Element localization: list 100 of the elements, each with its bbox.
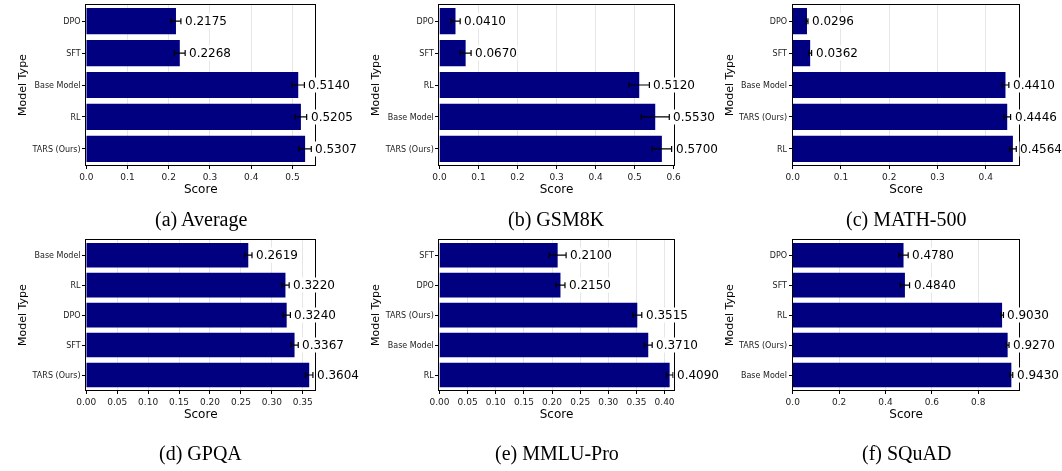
bar: [86, 103, 301, 131]
x-tick-label: 0.2: [882, 171, 897, 182]
x-axis-title: Score: [183, 406, 218, 421]
y-tick-label: TARS (Ours): [738, 340, 788, 350]
x-tick-label: 0.20: [542, 396, 563, 407]
bar: [792, 302, 1003, 328]
bar: [792, 362, 1012, 388]
data-label: 0.4564: [1020, 142, 1062, 156]
y-tick-label: SFT: [772, 48, 788, 58]
x-axis-title: Score: [539, 406, 574, 421]
x-tick-label: 0.15: [169, 396, 190, 407]
data-label: 0.4780: [912, 248, 954, 262]
bar: [86, 242, 249, 268]
bar: [792, 242, 904, 268]
bar: [439, 302, 638, 328]
y-axis-title: Model Type: [16, 283, 30, 346]
y-tick-label: TARS (Ours): [738, 112, 788, 122]
bar: [86, 135, 306, 162]
data-label: 0.0670: [475, 46, 517, 60]
bar: [86, 332, 295, 358]
y-tick-label: Base Model: [387, 340, 434, 350]
y-tick-label: RL: [70, 112, 82, 122]
data-label: 0.4090: [677, 368, 719, 382]
y-tick-label: DPO: [63, 16, 81, 26]
x-tick-label: 0.3: [202, 171, 218, 182]
x-tick-label: 0.15: [513, 396, 534, 407]
y-tick-label: TARS (Ours): [31, 370, 81, 380]
bar: [792, 8, 807, 35]
x-tick-label: 0.35: [292, 396, 313, 407]
y-axis-title: Model Type: [369, 283, 383, 346]
y-tick-label: DPO: [416, 16, 434, 26]
y-tick-label: RL: [776, 310, 788, 320]
x-tick-label: 0.0: [432, 171, 447, 182]
y-tick-label: Base Model: [34, 80, 81, 90]
data-label: 0.3604: [317, 368, 359, 382]
x-tick-label: 0.10: [485, 396, 507, 407]
y-tick-label: TARS (Ours): [384, 144, 434, 154]
y-axis-title: Model Type: [722, 283, 736, 346]
data-label: 0.2175: [185, 14, 227, 28]
y-axis-title: Model Type: [369, 53, 383, 116]
bar: [86, 39, 180, 67]
data-label: 0.3367: [302, 338, 344, 352]
data-label: 0.2619: [256, 248, 298, 262]
x-axis-title: Score: [889, 406, 923, 421]
x-tick-label: 0.8: [971, 396, 986, 407]
x-tick-label: 0.1: [833, 171, 849, 182]
data-label: 0.9030: [1007, 308, 1049, 322]
x-tick-label: 0.4: [978, 171, 994, 182]
bar: [792, 272, 905, 298]
text: (f) SQuAD: [862, 442, 952, 465]
x-tick-label: 0.05: [107, 396, 128, 407]
bar: [86, 272, 286, 298]
x-tick-label: 0.4: [244, 171, 259, 182]
x-tick-label: 0.3: [930, 171, 945, 182]
data-label: 0.5530: [673, 110, 715, 124]
data-label: 0.4446: [1015, 110, 1057, 124]
y-tick-label: RL: [423, 370, 435, 380]
x-tick-label: 0.3: [549, 171, 564, 182]
data-label: 0.0296: [812, 14, 854, 28]
bar: [439, 8, 456, 35]
bar: [86, 362, 310, 388]
text: (b) GSM8K: [508, 208, 605, 231]
y-tick-label: Base Model: [740, 370, 788, 380]
data-label: 0.3240: [294, 308, 336, 322]
bar: [86, 302, 287, 328]
y-tick-label: DPO: [769, 250, 788, 260]
y-tick-label: TARS (Ours): [31, 144, 81, 154]
data-label: 0.2268: [189, 46, 231, 60]
x-tick-label: 0.2: [510, 171, 525, 182]
y-tick-label: RL: [70, 280, 82, 290]
x-tick-label: 0.00: [76, 396, 97, 407]
y-tick-label: DPO: [769, 16, 788, 26]
data-label: 0.5307: [315, 142, 357, 156]
x-tick-label: 0.4: [878, 396, 893, 407]
data-label: 0.3220: [293, 278, 335, 292]
data-label: 0.0362: [816, 46, 858, 60]
x-tick-label: 0.25: [230, 396, 251, 407]
y-tick-label: RL: [423, 80, 435, 90]
y-tick-label: Base Model: [34, 250, 81, 260]
x-tick-label: 0.40: [654, 396, 675, 407]
y-axis-title: Model Type: [722, 53, 736, 116]
x-tick-label: 0.35: [626, 396, 647, 407]
x-tick-label: 0.5: [285, 171, 300, 182]
x-axis-title: Score: [539, 181, 574, 196]
data-label: 0.9430: [1017, 368, 1059, 382]
y-tick-label: SFT: [419, 250, 434, 260]
data-label: 0.2100: [570, 248, 612, 262]
data-label: 0.5120: [653, 78, 695, 92]
bar: [439, 103, 656, 131]
x-tick-label: 0.6: [666, 171, 681, 182]
x-tick-label: 0.4: [588, 171, 603, 182]
x-tick-label: 0.30: [261, 396, 283, 407]
x-axis-title: Score: [889, 181, 923, 196]
x-tick-label: 0.20: [199, 396, 221, 407]
x-tick-label: 0.1: [471, 171, 486, 182]
data-label: 0.5205: [311, 110, 353, 124]
x-tick-label: 0.5: [627, 171, 642, 182]
x-tick-label: 0.0: [79, 171, 94, 182]
y-tick-label: SFT: [66, 340, 81, 350]
data-label: 0.3710: [656, 338, 698, 352]
